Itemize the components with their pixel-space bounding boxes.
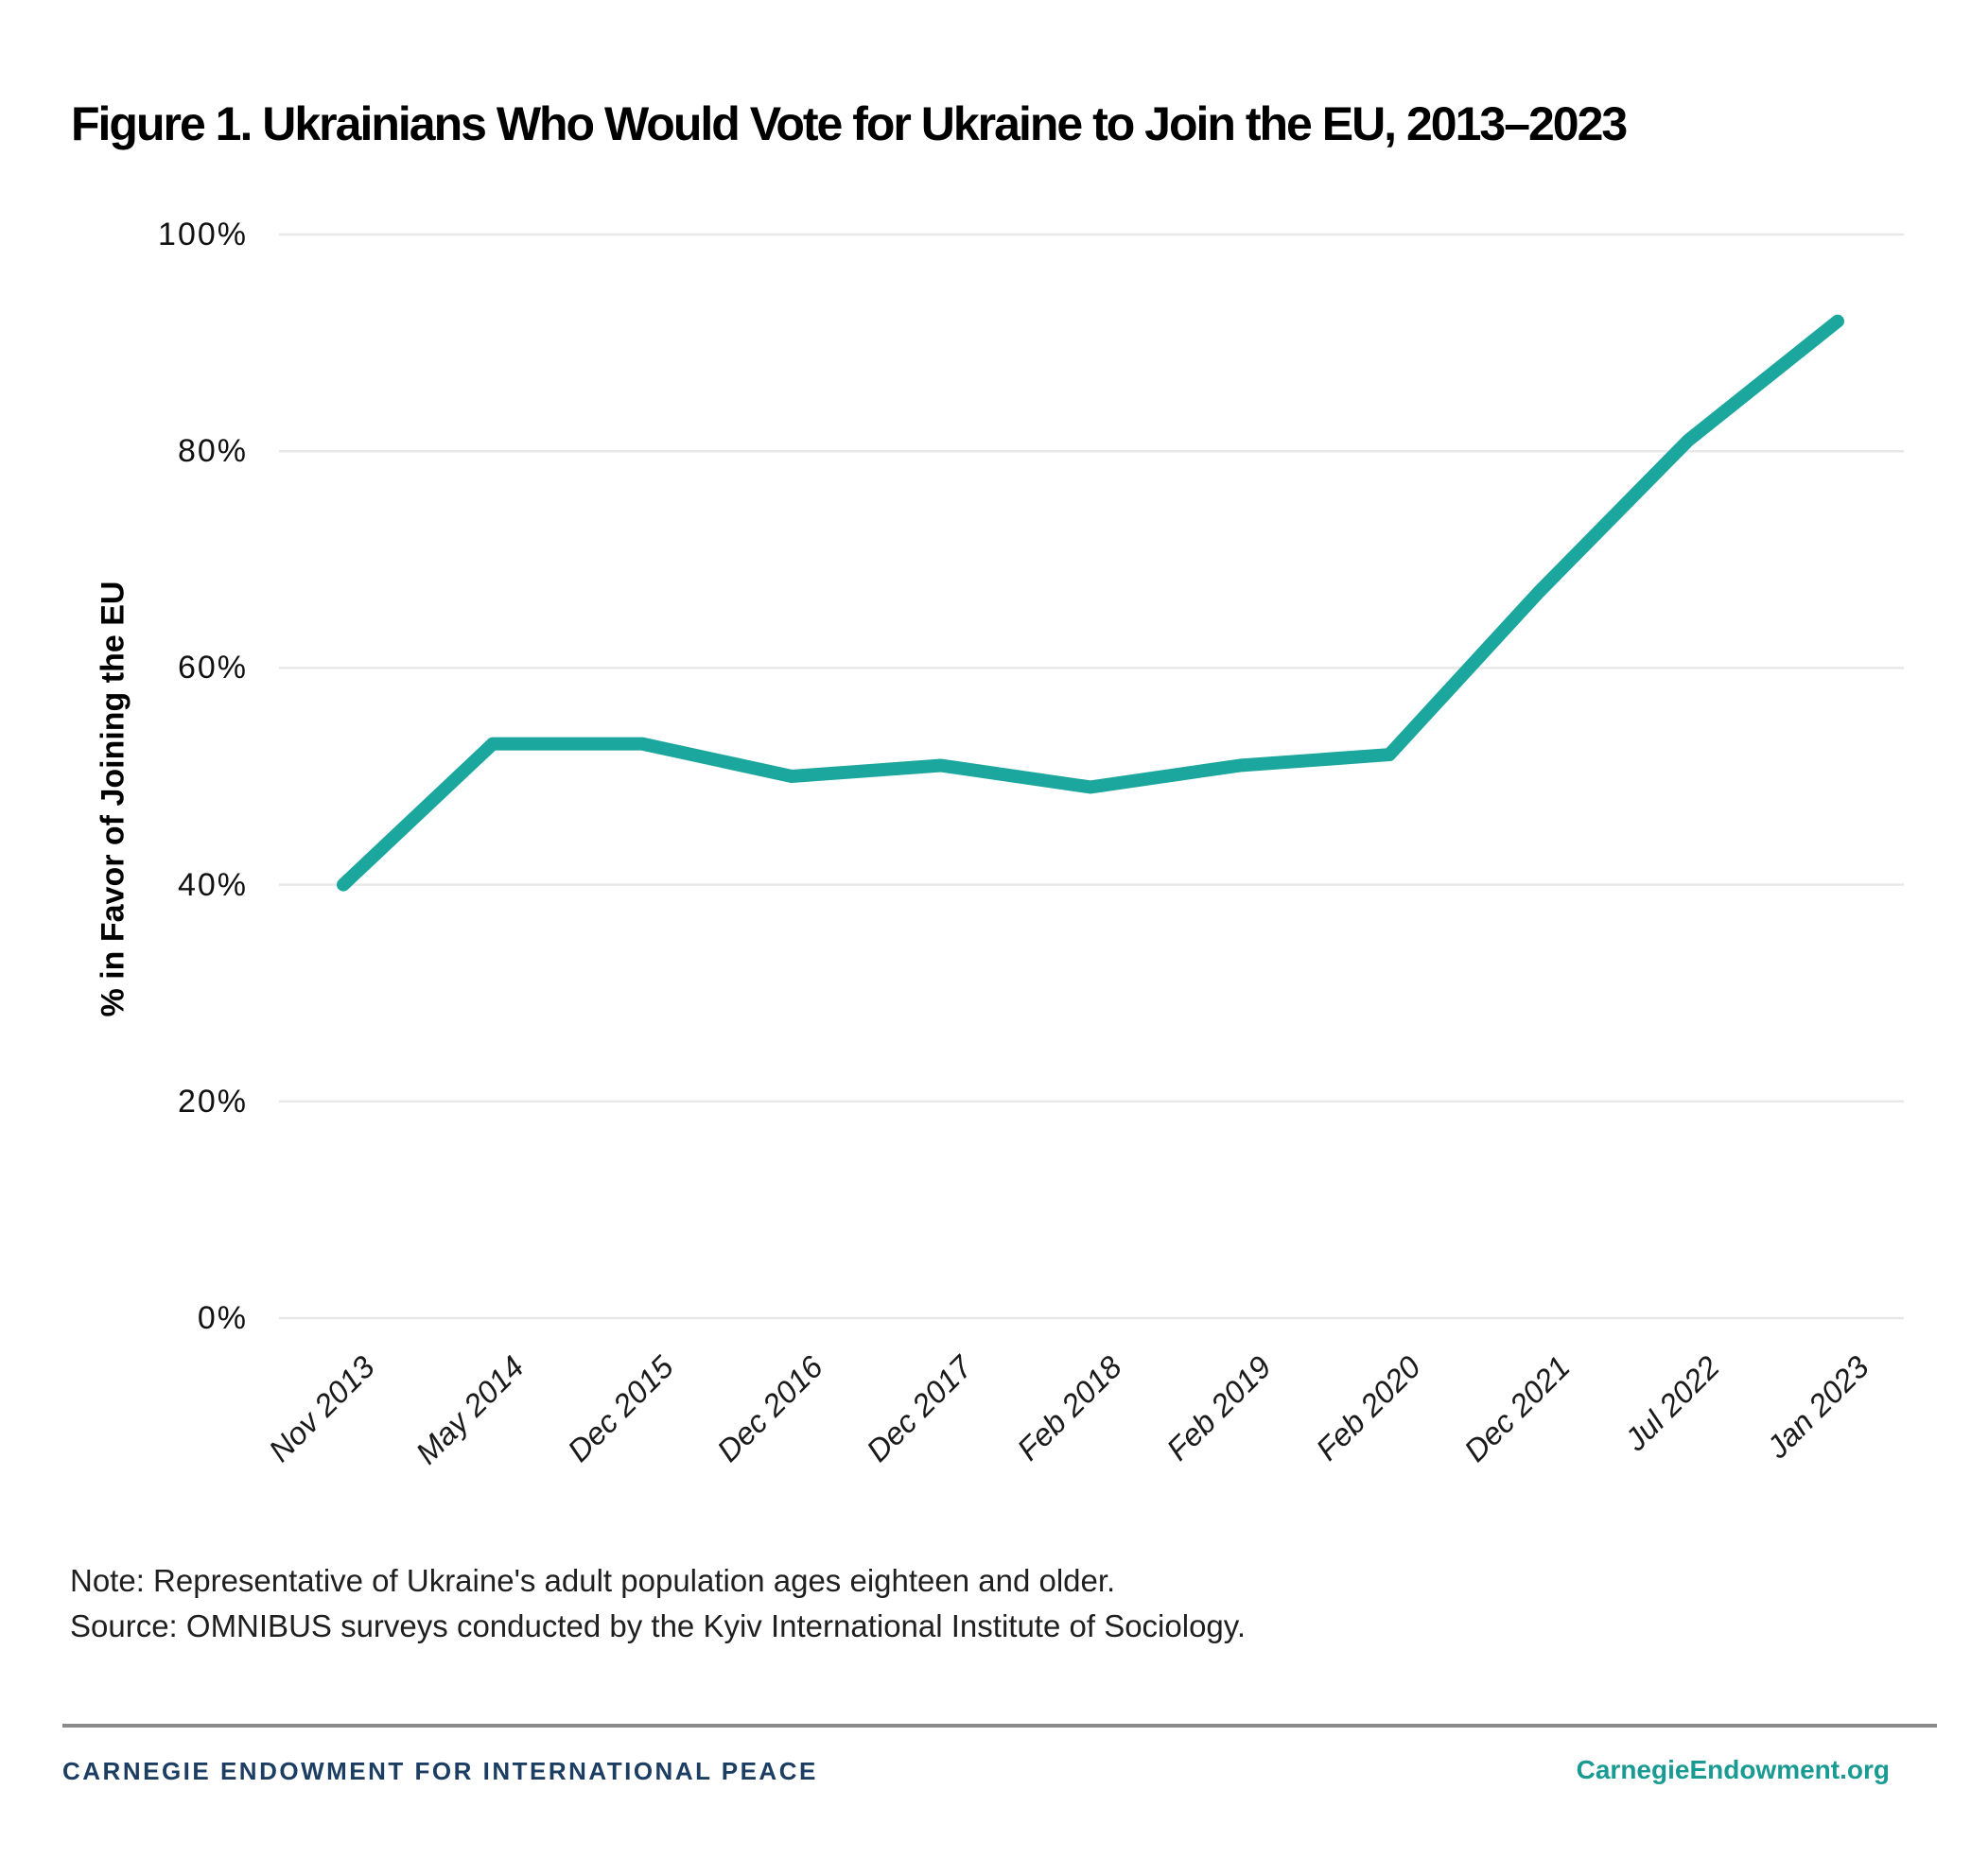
footer-org-name: CARNEGIE ENDOWMENT FOR INTERNATIONAL PEA… — [62, 1757, 818, 1785]
y-tick-label-40: 40% — [177, 866, 248, 903]
y-tick-label-60: 60% — [177, 650, 248, 686]
footer-website-link[interactable]: CarnegieEndowment.org — [1576, 1755, 1890, 1784]
chart-notes: Note: Representative of Ukraine's adult … — [70, 1558, 1246, 1649]
y-tick-label-80: 80% — [177, 433, 248, 470]
y-tick-label-0: 0% — [197, 1300, 248, 1336]
note-text: Note: Representative of Ukraine's adult … — [70, 1563, 1116, 1598]
source-text: Source: OMNIBUS surveys conducted by the… — [70, 1608, 1246, 1643]
y-axis-title: % in Favor of Joining the EU — [95, 581, 131, 1017]
y-tick-label-20: 20% — [177, 1083, 248, 1120]
line-chart-svg — [279, 233, 1904, 1320]
footer-divider — [62, 1724, 1937, 1728]
y-tick-label-100: 100% — [158, 217, 248, 252]
data-line-eu-support — [337, 314, 1844, 892]
figure-title: Figure 1. Ukrainians Who Would Vote for … — [71, 96, 1628, 150]
line-chart: % in Favor of Joining the EU 0% 20% 40% 60%… — [95, 217, 1904, 1470]
